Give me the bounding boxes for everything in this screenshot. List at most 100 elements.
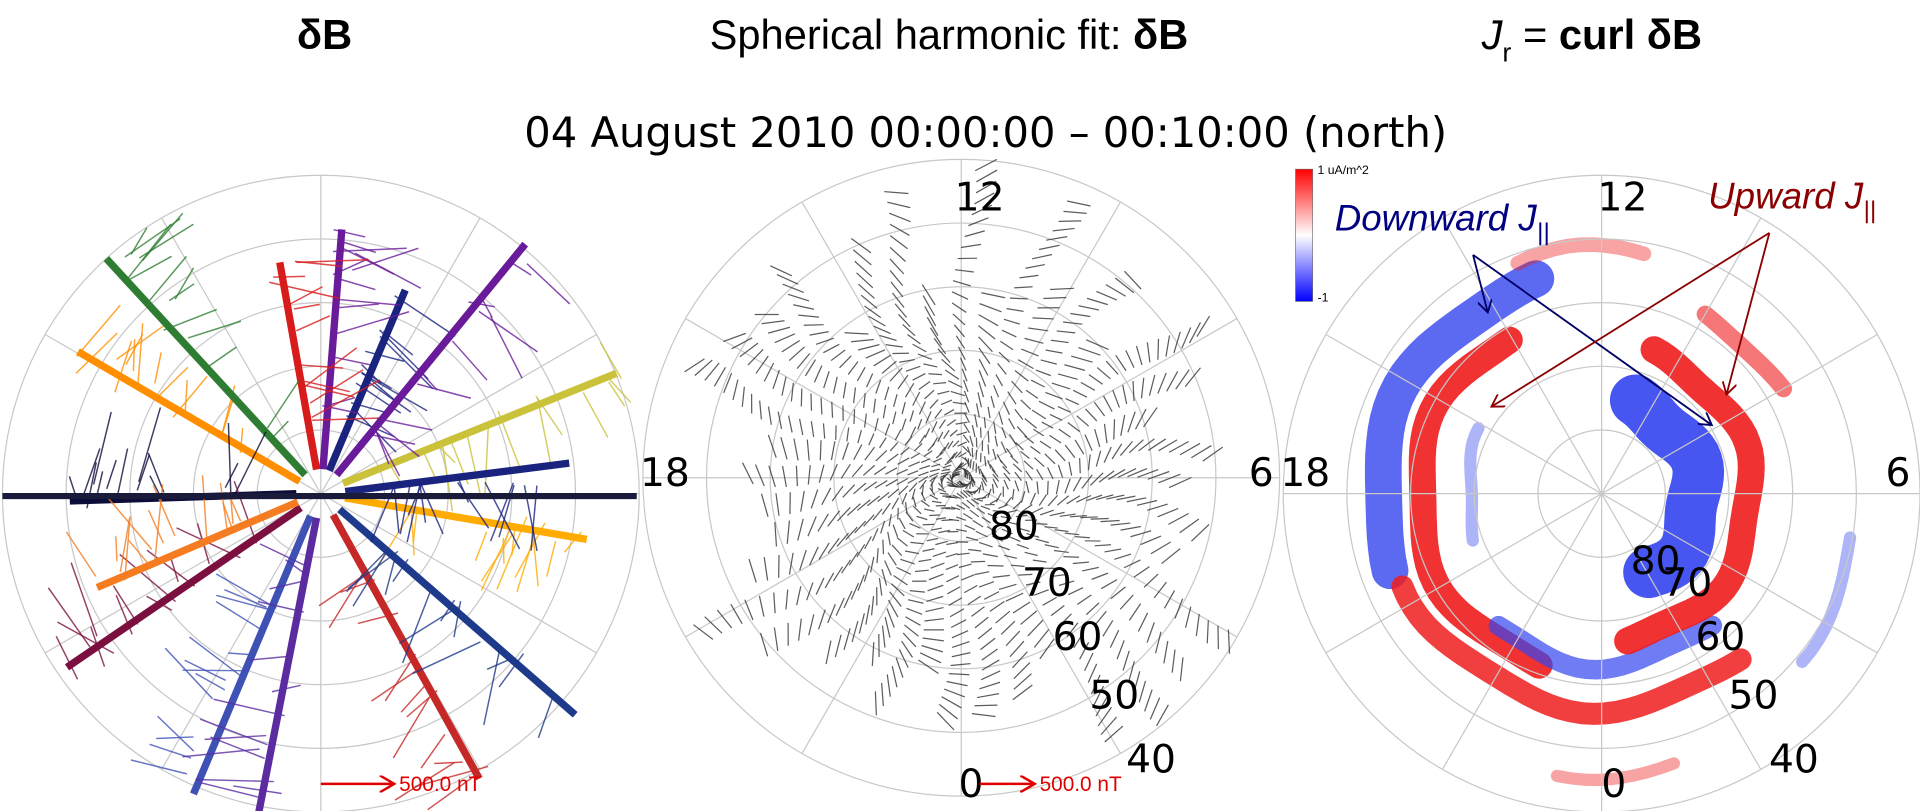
grid-spoke — [1601, 493, 1878, 654]
vector-field — [958, 480, 1033, 701]
vector — [412, 641, 481, 675]
vector — [563, 531, 583, 553]
hour-label: 6 — [1249, 451, 1274, 496]
vector-trace — [47, 480, 303, 680]
vector — [269, 580, 306, 590]
vector — [144, 255, 187, 306]
panel-title: Spherical harmonic fit: δB — [710, 11, 1189, 58]
vector — [138, 407, 162, 483]
vector — [546, 540, 557, 577]
lat-label: 40 — [1769, 737, 1819, 782]
vector — [340, 579, 376, 594]
vector — [417, 367, 438, 391]
trace-line — [329, 513, 483, 781]
vector — [537, 692, 555, 739]
trace-line — [319, 229, 346, 470]
vector — [486, 657, 513, 670]
annotation-part: || — [1537, 219, 1550, 246]
vector — [392, 697, 430, 759]
vector — [309, 369, 364, 404]
grid-spoke — [1601, 493, 1762, 770]
vector — [222, 502, 233, 527]
vector — [366, 380, 412, 413]
vector — [511, 529, 516, 556]
vector — [434, 761, 463, 765]
vector — [382, 330, 414, 356]
vector-field — [884, 190, 965, 469]
vector — [228, 652, 256, 656]
current-patch — [1796, 531, 1857, 669]
trace-line — [333, 241, 529, 478]
vector-field — [871, 485, 957, 666]
vector — [112, 585, 139, 625]
vector — [394, 761, 455, 801]
vector — [250, 655, 289, 661]
vector-field — [850, 237, 963, 470]
vector — [182, 748, 260, 758]
vector — [440, 599, 456, 622]
vector — [259, 543, 311, 569]
vector — [201, 475, 208, 537]
annotation-arrows — [1472, 232, 1771, 425]
vector — [149, 743, 192, 759]
plot-layer — [1, 158, 1920, 811]
lat-label: 80 — [989, 505, 1039, 550]
trace-line — [255, 517, 321, 811]
vector — [233, 785, 282, 795]
vector — [114, 340, 133, 393]
vector — [582, 392, 609, 438]
vector — [333, 303, 380, 309]
vector-field — [754, 313, 961, 473]
vector — [304, 380, 351, 393]
grid-spoke — [161, 217, 322, 494]
vector — [70, 562, 98, 637]
vector — [136, 323, 144, 391]
vector — [127, 539, 152, 568]
vector — [332, 247, 407, 253]
vector — [399, 605, 459, 645]
current-patch — [1696, 305, 1793, 398]
vector — [332, 258, 369, 276]
current-patch — [1550, 757, 1680, 786]
hour-label: 18 — [640, 451, 690, 496]
trace-line — [64, 504, 303, 671]
vector — [213, 698, 285, 717]
grid-spoke — [320, 493, 597, 654]
vector — [172, 375, 208, 418]
vector — [322, 404, 359, 415]
vector — [271, 684, 301, 693]
vector — [76, 304, 121, 357]
scale-label: 500.0 nT — [399, 773, 481, 796]
vector-trace — [333, 241, 571, 478]
vector — [157, 715, 195, 752]
vector — [468, 301, 495, 308]
vector — [384, 653, 417, 702]
vector — [535, 395, 563, 436]
vector-field — [968, 315, 1211, 480]
vector — [312, 417, 388, 421]
vector — [293, 303, 320, 310]
grid-spoke — [1325, 333, 1602, 495]
vector — [154, 352, 162, 384]
vector — [361, 372, 428, 412]
vector — [604, 374, 632, 403]
vector-field — [722, 332, 961, 474]
vector — [599, 342, 623, 380]
vector-field — [759, 481, 955, 657]
hour-label: 0 — [959, 762, 984, 807]
current-patch — [1364, 260, 1555, 590]
vector — [184, 380, 188, 418]
arrow — [1472, 254, 1488, 313]
vector — [497, 410, 522, 472]
lat-label: 40 — [1126, 737, 1176, 782]
vector — [420, 484, 444, 535]
grid-spoke — [1601, 333, 1878, 495]
polar-grid — [1282, 174, 1920, 811]
scale-label: 500.0 nT — [1040, 773, 1122, 796]
vector-field — [966, 339, 1109, 480]
grid-spoke — [1325, 493, 1602, 654]
vector — [453, 601, 462, 638]
vector — [224, 462, 239, 489]
vector-trace — [269, 259, 388, 471]
